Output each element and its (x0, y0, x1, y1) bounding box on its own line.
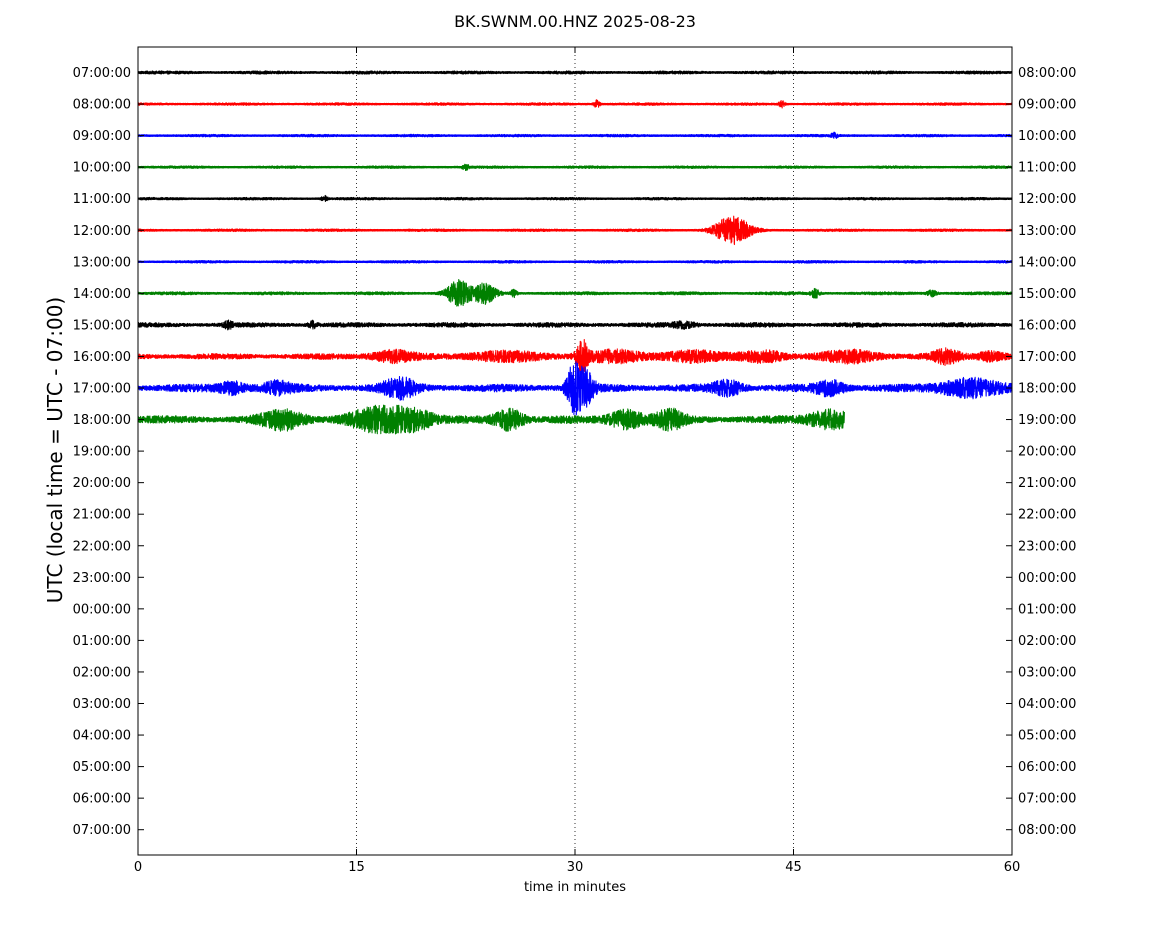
chart-title: BK.SWNM.00.HNZ 2025-08-23 (454, 12, 696, 31)
y-tick-label-right: 01:00:00 (1018, 602, 1076, 617)
y-tick-label-left: 17:00:00 (73, 382, 131, 397)
y-tick-label-right: 06:00:00 (1018, 760, 1076, 775)
trace-layer (137, 70, 1013, 435)
y-tick-label-right: 05:00:00 (1018, 729, 1076, 744)
y-tick-label-right: 18:00:00 (1018, 382, 1076, 397)
y-tick-label-left: 18:00:00 (73, 413, 131, 428)
y-tick-label-right: 11:00:00 (1018, 161, 1076, 176)
y-tick-label-left: 19:00:00 (73, 445, 131, 460)
y-tick-label-left: 07:00:00 (73, 823, 131, 838)
y-tick-label-right: 20:00:00 (1018, 445, 1076, 460)
y-tick-label-right: 23:00:00 (1018, 539, 1076, 554)
y-tick-label-right: 21:00:00 (1018, 476, 1076, 491)
y-tick-label-left: 07:00:00 (73, 66, 131, 81)
y-tick-label-left: 14:00:00 (73, 287, 131, 302)
y-tick-label-right: 16:00:00 (1018, 318, 1076, 333)
y-tick-label-right: 13:00:00 (1018, 224, 1076, 239)
y-tick-label-left: 23:00:00 (73, 571, 131, 586)
y-tick-label-left: 03:00:00 (73, 697, 131, 712)
y-tick-label-left: 12:00:00 (73, 224, 131, 239)
y-tick-label-right: 14:00:00 (1018, 255, 1076, 270)
x-tick-label: 30 (567, 860, 584, 875)
y-tick-label-left: 04:00:00 (73, 729, 131, 744)
y-tick-label-left: 11:00:00 (73, 192, 131, 207)
x-tick-label: 60 (1004, 860, 1021, 875)
y-tick-label-right: 19:00:00 (1018, 413, 1076, 428)
y-tick-label-left: 15:00:00 (73, 318, 131, 333)
x-axis-label: time in minutes (524, 880, 626, 895)
y-tick-label-left: 22:00:00 (73, 539, 131, 554)
y-axis-label: UTC (local time = UTC - 07:00) (43, 297, 67, 603)
y-tick-label-right: 04:00:00 (1018, 697, 1076, 712)
y-tick-label-right: 03:00:00 (1018, 665, 1076, 680)
plot-frame (137, 46, 1013, 856)
y-tick-label-left: 08:00:00 (73, 98, 131, 113)
y-tick-label-right: 02:00:00 (1018, 634, 1076, 649)
grid-layer (356, 47, 794, 855)
y-tick-label-right: 17:00:00 (1018, 350, 1076, 365)
y-tick-label-left: 06:00:00 (73, 792, 131, 807)
y-tick-label-left: 21:00:00 (73, 508, 131, 523)
y-tick-label-right: 09:00:00 (1018, 98, 1076, 113)
y-tick-label-right: 08:00:00 (1018, 66, 1076, 81)
y-tick-label-left: 05:00:00 (73, 760, 131, 775)
tick-layer: 0 15 30 45 60 07:00:00 08:00:00 08:00:00 09:00:0… (73, 47, 1076, 875)
y-tick-label-left: 00:00:00 (73, 602, 131, 617)
y-tick-label-left: 09:00:00 (73, 129, 131, 144)
y-tick-label-left: 16:00:00 (73, 350, 131, 365)
y-tick-label-right: 12:00:00 (1018, 192, 1076, 207)
y-tick-label-right: 10:00:00 (1018, 129, 1076, 144)
y-tick-label-right: 00:00:00 (1018, 571, 1076, 586)
y-tick-label-left: 13:00:00 (73, 255, 131, 270)
y-tick-label-left: 01:00:00 (73, 634, 131, 649)
y-tick-label-right: 07:00:00 (1018, 792, 1076, 807)
y-tick-label-right: 15:00:00 (1018, 287, 1076, 302)
y-tick-label-left: 02:00:00 (73, 665, 131, 680)
x-tick-label: 15 (348, 860, 365, 875)
y-tick-label-left: 20:00:00 (73, 476, 131, 491)
y-tick-label-left: 10:00:00 (73, 161, 131, 176)
y-tick-label-right: 08:00:00 (1018, 823, 1076, 838)
x-tick-label: 0 (134, 860, 142, 875)
y-tick-label-right: 22:00:00 (1018, 508, 1076, 523)
x-tick-label: 45 (785, 860, 802, 875)
